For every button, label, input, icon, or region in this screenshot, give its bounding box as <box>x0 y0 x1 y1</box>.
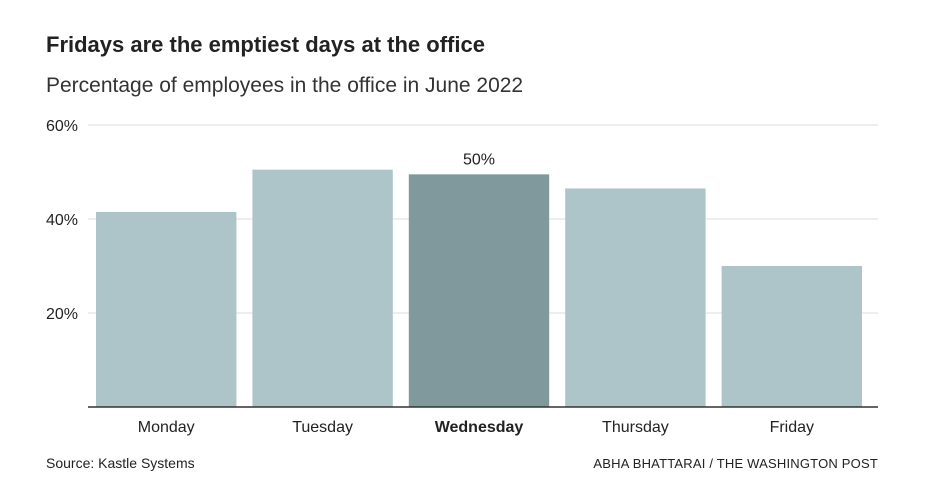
x-tick-label: Tuesday <box>292 419 353 436</box>
bar-monday <box>96 211 237 407</box>
bar-tuesday <box>252 169 393 407</box>
y-tick-label: 20% <box>46 306 78 323</box>
x-tick-label: Thursday <box>602 419 669 436</box>
x-tick-label: Friday <box>770 419 814 436</box>
bar-thursday <box>565 188 706 407</box>
bar-friday <box>721 266 862 407</box>
chart-subtitle: Percentage of employees in the office in… <box>46 74 524 97</box>
y-tick-label: 60% <box>46 118 78 135</box>
x-tick-label: Wednesday <box>435 419 524 436</box>
x-tick-label: Monday <box>138 419 195 436</box>
data-label: 50% <box>463 151 495 168</box>
y-tick-label: 40% <box>46 212 78 229</box>
source-note: Source: Kastle Systems <box>46 455 195 471</box>
credit-line: ABHA BHATTARAI / THE WASHINGTON POST <box>593 456 878 471</box>
chart-title: Fridays are the emptiest days at the off… <box>46 32 485 57</box>
bar-wednesday <box>408 174 550 407</box>
